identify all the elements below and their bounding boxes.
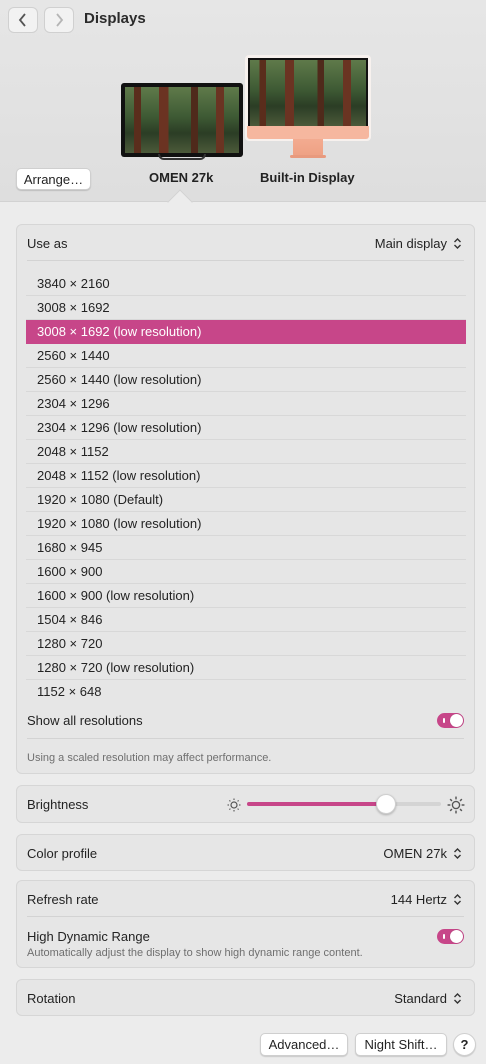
chevron-left-icon <box>18 13 26 27</box>
resolution-list[interactable]: 3840 × 2160 3008 × 1692 3008 × 1692 (low r… <box>26 272 466 704</box>
updown-chevron-icon <box>452 893 462 907</box>
color-profile-popup[interactable]: OMEN 27k <box>383 846 462 861</box>
displays-header: Displays Arrange… OMEN 27k Built-in Disp… <box>0 0 486 202</box>
night-shift-button[interactable]: Night Shift… <box>355 1033 447 1056</box>
imac-chin <box>247 126 369 139</box>
display-label-builtin[interactable]: Built-in Display <box>260 170 355 185</box>
slider-knob[interactable] <box>376 794 396 814</box>
advanced-button[interactable]: Advanced… <box>260 1033 348 1056</box>
rotation-label: Rotation <box>27 991 76 1006</box>
resolution-option[interactable]: 2560 × 1440 (low resolution) <box>26 368 466 392</box>
resolution-option[interactable]: 1600 × 900 (low resolution) <box>26 584 466 608</box>
resolution-option[interactable]: 3008 × 1692 (low resolution) <box>26 320 466 344</box>
rotation-panel: Rotation Standard <box>16 979 475 1016</box>
divider <box>27 260 464 261</box>
brightness-slider[interactable] <box>247 794 441 814</box>
hdr-description: Automatically adjust the display to show… <box>27 947 363 959</box>
resolution-option[interactable]: 3840 × 2160 <box>26 272 466 296</box>
chevron-right-icon <box>56 13 64 27</box>
divider <box>27 738 464 739</box>
hdr-toggle[interactable] <box>437 929 464 944</box>
divider <box>27 916 464 917</box>
refresh-hdr-panel: Refresh rate 144 Hertz High Dynamic Rang… <box>16 880 475 968</box>
show-all-label: Show all resolutions <box>27 713 143 728</box>
resolution-option[interactable]: 1280 × 720 (low resolution) <box>26 656 466 680</box>
performance-note: Using a scaled resolution may affect per… <box>27 752 272 764</box>
color-profile-label: Color profile <box>27 846 98 861</box>
resolution-option[interactable]: 1920 × 1080 (Default) <box>26 488 466 512</box>
brightness-panel: Brightness <box>16 785 475 823</box>
back-button[interactable] <box>8 7 38 33</box>
refresh-rate-label: Refresh rate <box>27 892 99 907</box>
rotation-popup[interactable]: Standard <box>394 991 462 1006</box>
help-button[interactable]: ? <box>453 1033 476 1056</box>
color-profile-panel: Color profile OMEN 27k <box>16 834 475 871</box>
updown-chevron-icon <box>452 992 462 1006</box>
sun-small-icon <box>227 798 241 812</box>
sun-large-icon <box>447 796 465 814</box>
omen-display-thumbnail[interactable] <box>121 83 243 157</box>
resolution-option[interactable]: 2304 × 1296 (low resolution) <box>26 416 466 440</box>
imac-screen <box>248 58 368 128</box>
refresh-rate-popup[interactable]: 144 Hertz <box>391 892 462 907</box>
hdr-label: High Dynamic Range <box>27 929 150 944</box>
window-title: Displays <box>84 10 146 27</box>
resolution-option[interactable]: 1152 × 648 <box>37 684 102 699</box>
resolution-option[interactable]: 2560 × 1440 <box>26 344 466 368</box>
use-as-label: Use as <box>27 236 68 251</box>
display-label-omen[interactable]: OMEN 27k <box>149 170 214 185</box>
monitor-stand <box>158 154 206 160</box>
resolution-option[interactable]: 1504 × 846 <box>26 608 466 632</box>
builtin-display-thumbnail[interactable] <box>245 55 371 141</box>
refresh-rate-value: 144 Hertz <box>390 892 447 907</box>
imac-stand <box>293 139 323 156</box>
slider-fill <box>247 802 386 806</box>
resolution-option[interactable]: 2304 × 1296 <box>26 392 466 416</box>
wallpaper-image <box>250 60 366 126</box>
arrange-button[interactable]: Arrange… <box>16 168 91 190</box>
updown-chevron-icon <box>452 237 462 251</box>
resolution-option[interactable]: 2048 × 1152 (low resolution) <box>26 464 466 488</box>
rotation-value: Standard <box>394 991 447 1006</box>
brightness-label: Brightness <box>27 797 89 812</box>
forward-button[interactable] <box>44 7 74 33</box>
resolution-option[interactable]: 1600 × 900 <box>26 560 466 584</box>
imac-foot <box>290 155 326 158</box>
use-as-popup[interactable]: Main display <box>375 236 462 251</box>
updown-chevron-icon <box>452 847 462 861</box>
resolution-option[interactable]: 1680 × 945 <box>26 536 466 560</box>
wallpaper-image <box>125 87 239 153</box>
resolution-option[interactable]: 1920 × 1080 (low resolution) <box>26 512 466 536</box>
resolution-option[interactable]: 3008 × 1692 <box>26 296 466 320</box>
color-profile-value: OMEN 27k <box>383 846 447 861</box>
resolution-option[interactable]: 1280 × 720 <box>26 632 466 656</box>
resolution-option[interactable]: 2048 × 1152 <box>26 440 466 464</box>
use-as-value: Main display <box>374 236 447 251</box>
show-all-toggle[interactable] <box>437 713 464 728</box>
resolution-panel: Use as Main display 3840 × 2160 3008 × 16… <box>16 224 475 774</box>
